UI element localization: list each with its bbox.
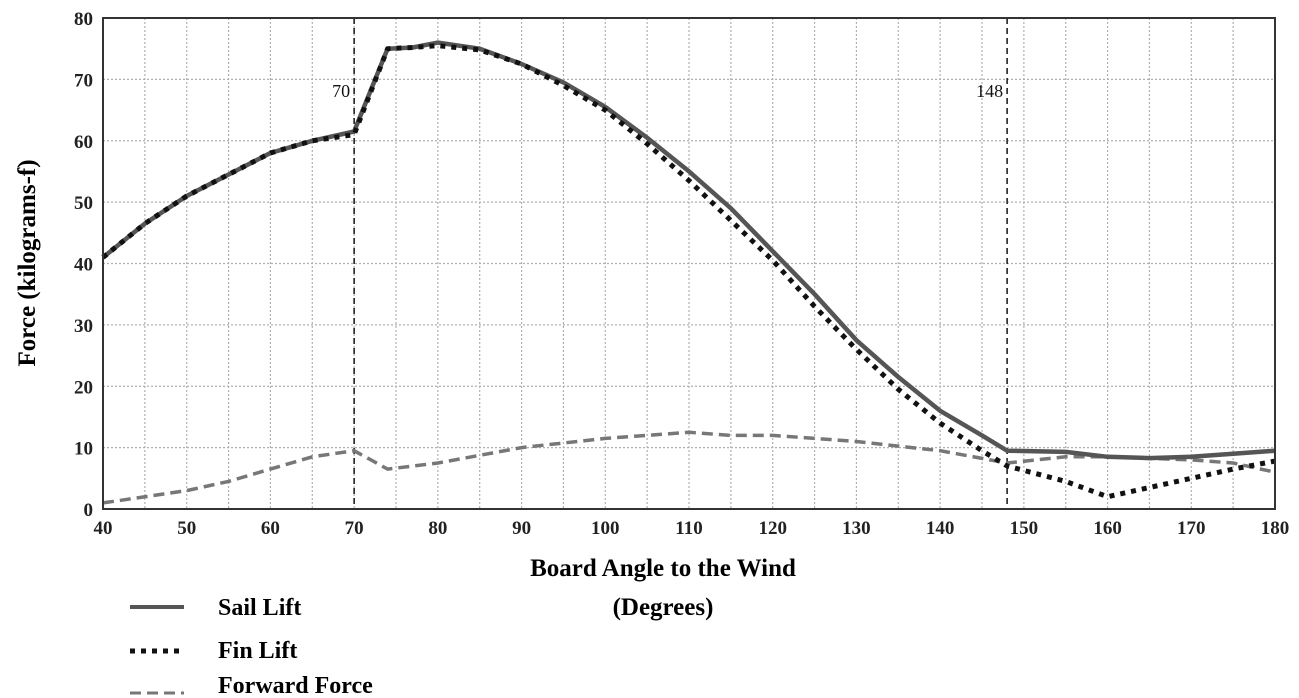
y-tick-label: 70: [74, 70, 93, 91]
x-tick-label: 160: [1093, 518, 1122, 539]
series-lines: [101, 40, 1276, 505]
x-tick-label: 120: [758, 518, 787, 539]
reference-lines: 70 148: [332, 18, 1008, 509]
legend-label-sail-lift: Sail Lift: [218, 595, 301, 621]
legend: Sail Lift Fin Lift Forward Force: [130, 595, 373, 698]
x-tick-label: 50: [177, 518, 196, 539]
x-tick-labels: 40 50 60 70 80 90 100 110 120 130 140 150 160 170 180: [94, 518, 1290, 539]
y-tick-labels: 0 10 20 30 40 50 60 70 80: [74, 9, 93, 521]
x-tick-label: 150: [1010, 518, 1039, 539]
x-tick-label: 90: [512, 518, 531, 539]
reference-line-label: 70: [332, 81, 350, 101]
y-tick-label: 30: [74, 316, 93, 337]
series-line-forward-force: [102, 430, 1276, 505]
x-axis-units: (Degrees): [613, 594, 714, 621]
x-tick-label: 60: [261, 518, 280, 539]
x-tick-label: 80: [428, 518, 447, 539]
reference-line-label: 148: [976, 81, 1003, 101]
x-tick-label: 170: [1177, 518, 1206, 539]
x-tick-label: 40: [94, 518, 113, 539]
y-axis-title: Force (kilograms-f): [14, 159, 41, 366]
y-tick-label: 60: [74, 132, 93, 153]
legend-label-fin-lift: Fin Lift: [218, 638, 297, 664]
grid: [103, 18, 1275, 509]
plot-frame: [102, 17, 1276, 510]
y-tick-label: 0: [84, 500, 94, 521]
x-tick-label: 140: [926, 518, 955, 539]
y-tick-label: 40: [74, 255, 93, 276]
legend-label-forward-force: Forward Force: [218, 673, 373, 698]
x-axis-title: Board Angle to the Wind: [530, 555, 796, 582]
series-line-fin-lift: [101, 43, 1276, 500]
x-tick-label: 180: [1261, 518, 1290, 539]
x-tick-label: 100: [591, 518, 620, 539]
y-tick-label: 80: [74, 9, 93, 30]
x-tick-label: 70: [345, 518, 364, 539]
y-tick-label: 20: [74, 377, 93, 398]
x-tick-label: 110: [675, 518, 702, 539]
y-tick-label: 50: [74, 193, 93, 214]
x-tick-label: 130: [842, 518, 871, 539]
y-tick-label: 10: [74, 439, 93, 460]
